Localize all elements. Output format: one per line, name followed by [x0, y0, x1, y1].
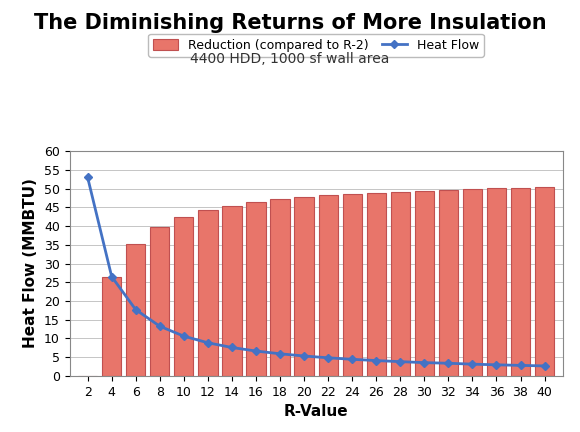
- Bar: [535, 187, 554, 376]
- Bar: [246, 202, 266, 376]
- Bar: [318, 195, 338, 376]
- X-axis label: R-Value: R-Value: [284, 404, 349, 419]
- Y-axis label: Heat Flow (MMBTU): Heat Flow (MMBTU): [23, 178, 38, 349]
- Bar: [270, 200, 289, 376]
- Bar: [174, 217, 194, 376]
- Bar: [295, 197, 314, 376]
- Bar: [511, 188, 530, 376]
- Bar: [367, 193, 386, 376]
- Bar: [222, 206, 241, 376]
- Text: 4400 HDD, 1000 sf wall area: 4400 HDD, 1000 sf wall area: [190, 52, 390, 66]
- Bar: [463, 189, 482, 376]
- Bar: [487, 188, 506, 376]
- Bar: [198, 210, 218, 376]
- Bar: [391, 192, 410, 376]
- Bar: [343, 194, 362, 376]
- Text: The Diminishing Returns of More Insulation: The Diminishing Returns of More Insulati…: [34, 13, 546, 33]
- Bar: [150, 227, 169, 376]
- Bar: [126, 244, 146, 376]
- Bar: [438, 190, 458, 376]
- Legend: Reduction (compared to R-2), Heat Flow: Reduction (compared to R-2), Heat Flow: [148, 34, 484, 57]
- Bar: [102, 276, 121, 376]
- Bar: [415, 191, 434, 376]
